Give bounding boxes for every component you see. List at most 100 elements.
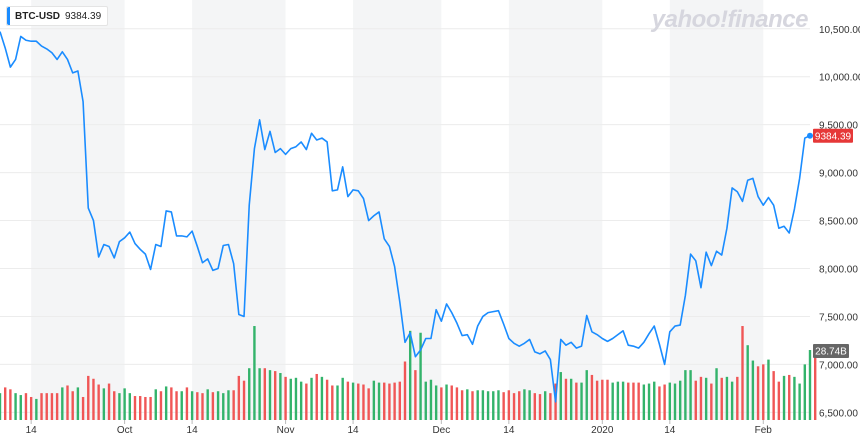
volume-bar — [564, 378, 568, 420]
volume-bar — [580, 382, 583, 420]
background-band — [508, 0, 603, 420]
price-line — [0, 31, 811, 403]
volume-bar — [772, 371, 775, 420]
volume-bar — [559, 372, 562, 420]
volume-bar — [279, 373, 282, 420]
x-axis-ticks: 14 Oct 14 Nov 14 Dec 14 2020 14 Feb — [26, 420, 773, 436]
volume-bar — [81, 396, 85, 420]
volume-bar — [512, 393, 516, 420]
volume-bar — [507, 390, 511, 420]
x-tick-label: 14 — [26, 425, 38, 436]
volume-bar — [310, 377, 313, 420]
volume-bar — [736, 376, 739, 420]
y-tick-label: 7,500.00 — [819, 312, 858, 323]
volume-bar — [388, 383, 391, 420]
volume-bar — [393, 382, 396, 420]
volume-bar — [595, 380, 599, 420]
x-tick-label: 14 — [503, 425, 515, 436]
volume-bar — [590, 374, 594, 420]
volume-bar — [242, 380, 246, 420]
volume-bar — [756, 366, 760, 420]
volume-bar — [45, 393, 48, 420]
volume-bar — [87, 375, 90, 420]
x-tick-label: 14 — [187, 425, 199, 436]
volume-bar — [466, 389, 469, 420]
volume-bar — [372, 380, 376, 420]
volume-bar — [455, 387, 459, 420]
volume-bar — [647, 383, 651, 420]
background-band — [31, 0, 125, 420]
volume-bar — [460, 390, 464, 420]
volume-bar — [440, 387, 443, 420]
volume-bar — [362, 384, 365, 420]
volume-bar — [258, 368, 261, 420]
y-tick-label: 8,500.00 — [819, 217, 858, 228]
volume-bar — [284, 376, 287, 420]
volume-bar — [403, 361, 407, 420]
background-band — [192, 0, 286, 420]
volume-bar — [606, 379, 609, 420]
volume-bar — [777, 381, 781, 420]
y-tick-label: 10,000.00 — [819, 73, 860, 84]
volume-bar — [408, 330, 412, 420]
volume-bar — [9, 389, 12, 420]
volume-bar — [601, 379, 604, 420]
x-tick-label: Feb — [755, 425, 773, 436]
volume-bar — [798, 383, 801, 420]
volume-bar — [699, 376, 703, 420]
volume-bar — [637, 382, 640, 420]
volume-bar — [211, 392, 215, 420]
background-band — [353, 0, 442, 420]
volume-bar — [154, 389, 157, 420]
volume-bar — [144, 396, 147, 420]
x-tick-label: Nov — [277, 425, 295, 436]
volume-bar — [66, 385, 69, 420]
volume-bar — [133, 396, 137, 420]
volume-bar — [528, 390, 531, 420]
value-tags: 9384.39 28.74B — [813, 128, 853, 358]
legend-value: 9384.39 — [65, 10, 102, 22]
volume-bar — [268, 370, 272, 420]
x-tick-label: 14 — [348, 425, 360, 436]
volume-bar — [102, 388, 106, 420]
volume-bar — [642, 384, 646, 420]
volume-bar — [367, 388, 370, 420]
volume-bar — [253, 326, 256, 420]
volume-bar — [569, 378, 573, 420]
volume-bar — [424, 381, 427, 420]
volume-bar — [24, 393, 28, 420]
legend-symbol: BTC-USD — [15, 10, 60, 22]
volume-bar — [803, 364, 807, 420]
volume-bar — [175, 391, 178, 420]
legend[interactable]: BTC-USD 9384.39 — [6, 6, 109, 26]
y-tick-label: 8,000.00 — [819, 264, 858, 275]
volume-bar — [481, 390, 485, 420]
volume-bar — [434, 385, 438, 420]
volume-bar — [336, 385, 339, 420]
volume-bar — [346, 381, 350, 420]
volume-bar — [808, 350, 812, 420]
volume-bar — [123, 388, 126, 420]
volume-bar — [113, 391, 116, 420]
volume-bar — [273, 371, 277, 420]
volume-bar — [678, 380, 682, 420]
volume-bar — [357, 383, 360, 420]
volume-bar — [673, 383, 677, 420]
volume-bar — [710, 383, 713, 420]
volume-bar — [289, 378, 292, 420]
y-axis-ticks: 10,500.00 10,000.00 9,500.00 9,000.00 8,500.… — [819, 25, 860, 420]
volume-bar — [159, 391, 163, 420]
volume-bar — [237, 375, 241, 420]
volume-bar — [486, 391, 490, 420]
volume-bar — [3, 387, 7, 420]
volume-bar — [793, 376, 796, 420]
x-tick-label: 2020 — [591, 425, 614, 436]
volume-bar — [663, 384, 666, 420]
background-band — [669, 0, 764, 420]
legend-swatch — [7, 7, 10, 25]
volume-bar — [222, 393, 225, 420]
volume-bar — [164, 386, 168, 420]
x-tick-label: Oct — [117, 425, 133, 436]
volume-bar — [694, 380, 697, 420]
